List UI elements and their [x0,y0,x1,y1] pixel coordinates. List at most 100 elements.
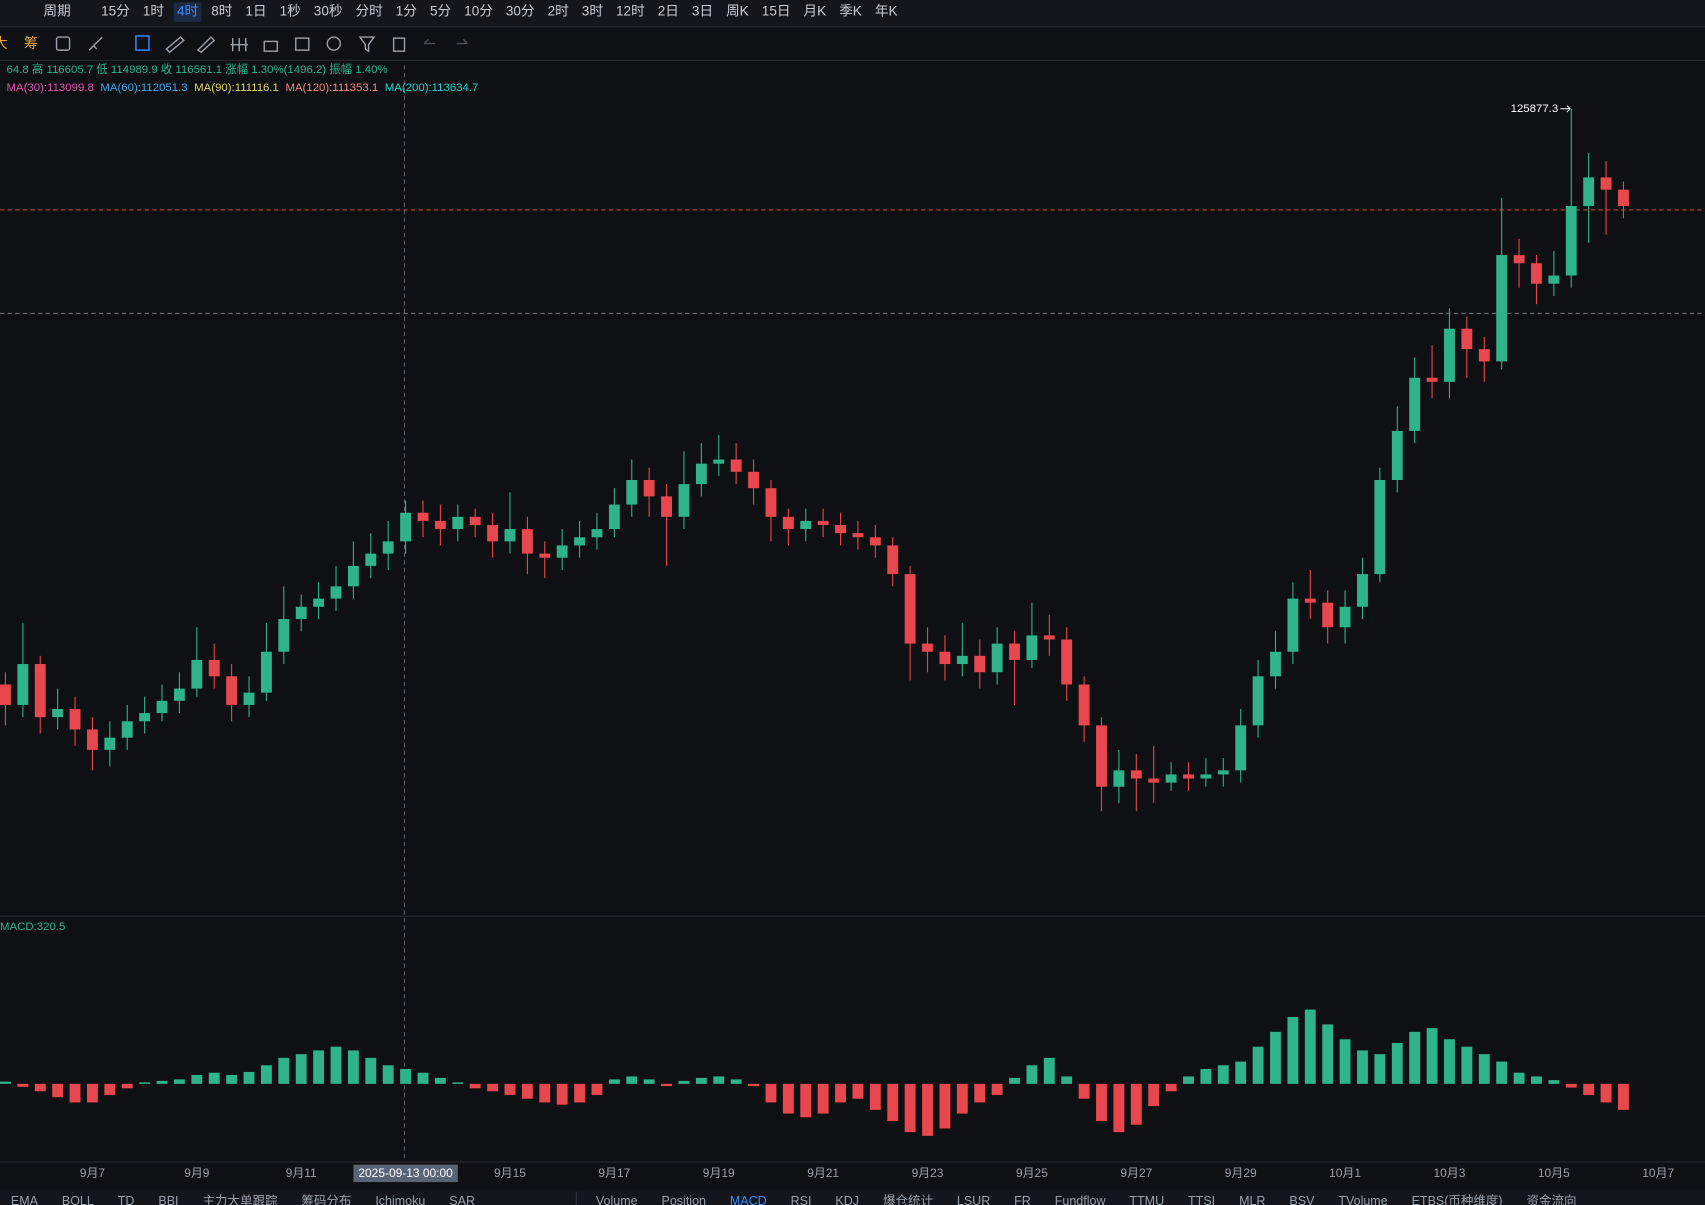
candle-body [800,520,812,530]
period-tab[interactable]: 1分 [396,4,418,19]
active-tab-bg [173,2,202,22]
macd-bar [1287,1016,1299,1084]
indicator-tab[interactable]: TTMU [1129,1194,1164,1205]
macd-bar [1531,1076,1542,1084]
x-tick-label: 9月27 [1120,1166,1152,1180]
macd-bar [347,1050,359,1084]
indicator-tab[interactable]: EMA [11,1194,39,1205]
indicator-tab[interactable]: 爆仓统计 [883,1194,933,1205]
candle-body [1357,574,1368,607]
candle-body [1618,189,1629,207]
macd-bar [487,1083,499,1092]
candle-body [1374,480,1386,575]
icon [392,37,406,52]
period-tab[interactable]: 周K [726,4,749,19]
period-tab[interactable]: 8时 [211,4,233,19]
candle-body [1513,255,1525,264]
indicator-tab[interactable]: MACD [730,1194,767,1205]
tool-text: 大 [0,35,8,51]
macd-bar [1217,1065,1229,1084]
period-tab[interactable]: 3日 [692,4,713,19]
macd-bar [1148,1083,1160,1107]
period-tab[interactable]: 季K [839,4,862,19]
candle-body [1304,598,1316,603]
indicator-tab[interactable]: BOLL [62,1194,94,1205]
candle-body [556,545,568,558]
icon [196,36,216,54]
icon [423,38,435,45]
macd-bar [939,1083,951,1129]
period-tab[interactable]: 1时 [143,4,165,19]
indicator-tab[interactable]: FR [1014,1194,1031,1205]
macd-bar [1391,1042,1403,1084]
macd-bar [1026,1065,1038,1084]
indicator-tab[interactable]: TVolume [1338,1194,1387,1205]
period-tab[interactable]: 年K [875,4,898,19]
candle-body [974,655,986,673]
period-tab[interactable]: 5分 [430,4,452,19]
candle-body [643,480,655,497]
indicator-tab[interactable]: Fundflow [1055,1194,1107,1205]
indicator-tab[interactable]: RSI [791,1194,812,1205]
macd-bar [922,1083,933,1136]
candle-body [191,659,203,689]
macd-bar [1009,1077,1020,1084]
period-tab[interactable]: 月K [804,4,827,19]
period-tab[interactable]: 4时 [177,4,199,19]
indicator-tab[interactable]: TTSI [1188,1194,1215,1205]
indicator-tab[interactable]: TD [118,1194,135,1205]
candle-body [922,643,933,652]
icon [326,36,342,51]
macd-bar [991,1083,1003,1095]
indicator-tab[interactable]: 资金流向 [1527,1193,1577,1205]
candle-body [173,688,185,701]
indicator-tab[interactable]: Position [662,1194,707,1205]
period-tab[interactable]: 30秒 [314,4,343,19]
indicator-tab[interactable]: 筹码分布 [301,1193,351,1205]
period-tab[interactable]: 12时 [616,4,645,19]
indicator-tab[interactable]: LSUR [957,1194,990,1205]
period-tab[interactable]: 30分 [506,4,535,19]
candle-body [52,709,64,718]
candle-body [1548,275,1560,284]
period-tab[interactable]: 10分 [464,4,493,19]
period-tab[interactable]: 15分 [101,4,130,19]
icon [456,38,469,45]
period-tab[interactable]: 分时 [356,4,384,19]
indicator-tab[interactable]: BSV [1289,1194,1315,1205]
tool-text: 筹 [24,35,38,51]
period-tab[interactable]: 15日 [762,4,791,19]
candle-body [469,516,481,525]
period-tab[interactable]: 3时 [582,4,604,19]
macd-bar [661,1083,672,1087]
period-tab[interactable]: 1日 [245,4,266,19]
candle-body [1235,725,1247,771]
macd-bar [0,1081,11,1084]
period-tab[interactable]: 1秒 [280,4,301,19]
candle-body [226,676,238,705]
candle-body [1217,770,1229,775]
indicator-tab[interactable]: Ichimoku [375,1194,425,1205]
candle-body [1444,328,1455,382]
macd-bar [17,1083,29,1087]
indicator-tab[interactable]: ETBS(币种维度) [1412,1193,1503,1205]
indicator-tab[interactable]: BBI [158,1194,178,1205]
macd-bar [1478,1054,1490,1084]
indicator-tab[interactable]: 主力大单跟踪 [202,1194,278,1205]
x-tick-label: 9月17 [598,1166,630,1180]
macd-bar [1409,1031,1421,1084]
macd-bar [800,1083,812,1118]
period-tab[interactable]: 2日 [658,4,679,19]
candle-body [1009,643,1020,660]
candle-body [295,606,307,620]
candle-body [156,700,168,714]
period-tab[interactable]: 2时 [548,4,570,19]
indicator-tab[interactable]: Volume [596,1194,638,1205]
macd-bar [608,1079,620,1084]
indicator-tab[interactable]: SAR [449,1194,475,1205]
x-tick-label: 9月9 [184,1166,210,1180]
candle-body [278,619,290,652]
macd-bar [1583,1083,1595,1095]
indicator-tab[interactable]: KDJ [835,1194,859,1205]
indicator-tab[interactable]: MLR [1239,1194,1265,1205]
